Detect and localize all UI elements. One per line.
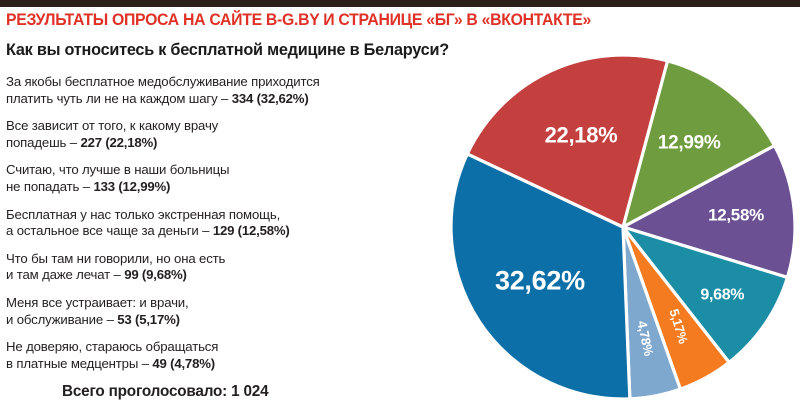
legend-line-2: в платные медцентры – 49 (4,78%) <box>6 356 436 373</box>
legend-line-2: и обслуживание – 53 (5,17%) <box>6 312 436 329</box>
pie-slice[interactable] <box>621 144 797 280</box>
legend-text: не попадать – <box>6 178 94 194</box>
list-item: Считаю, что лучше в наши больницы не поп… <box>6 162 436 195</box>
legend-value: 99 (9,68%) <box>124 267 187 283</box>
page-title: РЕЗУЛЬТАТЫ ОПРОСА НА САЙТЕ B-G.BY И СТРА… <box>6 11 592 29</box>
pie-slice[interactable] <box>465 53 670 229</box>
legend-text: и там даже лечат – <box>6 267 125 283</box>
list-item: Что бы там ни говорили, но она есть и та… <box>6 251 436 284</box>
top-accent-bar <box>0 0 800 7</box>
list-item: Бесплатная у нас только экстренная помощ… <box>6 207 436 240</box>
legend-text: попадешь – <box>6 134 81 150</box>
pie-slice-label: 22,18% <box>545 122 618 147</box>
legend-text: а остальное все чаще за деньги – <box>6 223 213 239</box>
pie-slice-label: 32,62% <box>495 265 585 295</box>
pie-slice[interactable] <box>621 225 790 364</box>
legend-text: и обслуживание – <box>6 311 118 327</box>
legend-line-1: Бесплатная у нас только экстренная помощ… <box>6 206 281 222</box>
legend-value: 49 (4,78%) <box>152 355 215 371</box>
pie-slice-label: 12,99% <box>658 132 721 153</box>
legend-text: платить чуть ли не на каждом шагу – <box>6 90 232 106</box>
list-item: Все зависит от того, к какому врачу попа… <box>6 118 436 151</box>
legend-value: 53 (5,17%) <box>117 311 180 327</box>
legend-line-2: платить чуть ли не на каждом шагу – 334 … <box>6 91 436 108</box>
legend-list: За якобы бесплатное медобслуживание прих… <box>6 74 436 383</box>
list-item: За якобы бесплатное медобслуживание прих… <box>6 74 436 107</box>
pie-slice-label: 4,78% <box>634 319 656 357</box>
pie-slice[interactable] <box>449 152 632 401</box>
list-item: Не доверяю, стараюсь обращаться в платны… <box>6 339 436 372</box>
legend-line-2: попадешь – 227 (22,18%) <box>6 135 436 152</box>
legend-line-1: Что бы там ни говорили, но она есть <box>6 250 226 266</box>
legend-line-2: а остальное все чаще за деньги – 129 (12… <box>6 223 436 240</box>
legend-text: в платные медцентры – <box>6 355 153 371</box>
legend-line-1: Меня все устраивает: и врачи, <box>6 294 189 310</box>
pie-slice-label: 9,68% <box>700 286 744 303</box>
pie-slice[interactable] <box>621 59 777 229</box>
legend-value: 129 (12,58%) <box>212 223 290 239</box>
legend-value: 334 (32,62%) <box>231 90 309 106</box>
legend-value: 133 (12,99%) <box>93 178 171 194</box>
legend-line-2: не попадать – 133 (12,99%) <box>6 179 436 196</box>
total-votes: Всего проголосовало: 1 024 <box>62 383 269 400</box>
pie-slice-label: 12,58% <box>708 205 764 224</box>
poll-question: Как вы относитесь к бесплатной медицине … <box>6 40 449 59</box>
legend-line-1: Считаю, что лучше в наши больницы <box>6 162 230 178</box>
list-item: Меня все устраивает: и врачи, и обслужив… <box>6 295 436 328</box>
legend-line-2: и там даже лечат – 99 (9,68%) <box>6 267 436 284</box>
legend-line-1: За якобы бесплатное медобслуживание прих… <box>6 74 320 89</box>
legend-value: 227 (22,18%) <box>80 134 158 150</box>
legend-line-1: Все зависит от того, к какому врачу <box>6 118 219 134</box>
pie-chart-svg: 12,99%12,58%9,68%5,17%4,78%32,62%22,18% <box>449 53 797 401</box>
legend-line-1: Не доверяю, стараюсь обращаться <box>6 339 219 355</box>
pie-chart: 12,99% 12,58% 9,68% 5,17% 4,78% 32,62% 22,18% <box>447 50 800 407</box>
